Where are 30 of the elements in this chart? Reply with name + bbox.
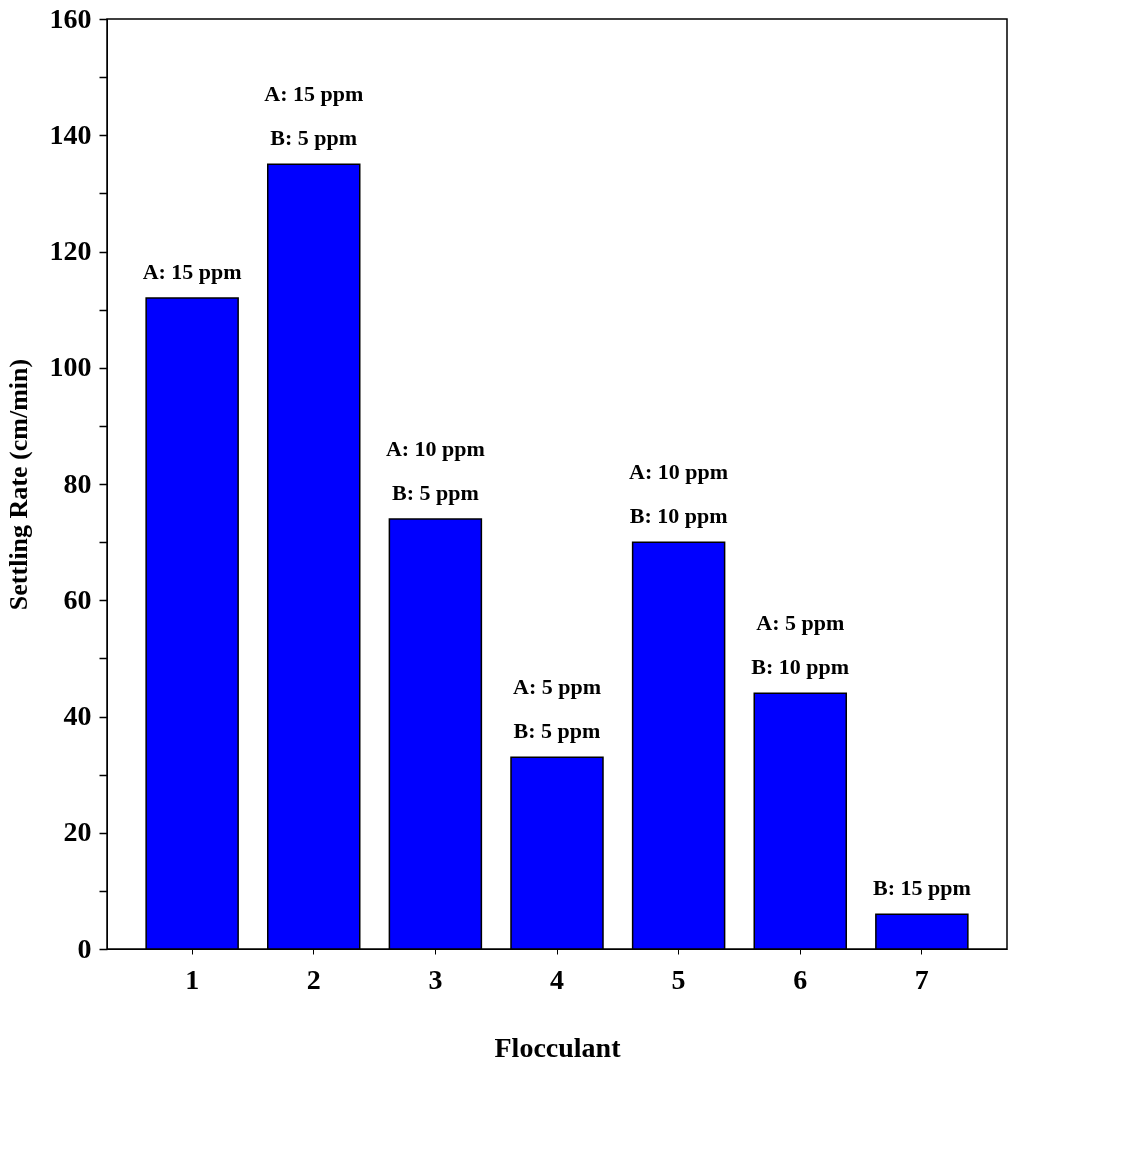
y-tick-label: 20: [63, 816, 92, 848]
annotation: B: 5 ppm: [270, 125, 358, 151]
annotation: B: 5 ppm: [391, 479, 479, 505]
y-tick-label: 120: [49, 235, 92, 266]
y-tick-label: 0: [77, 932, 92, 964]
y-tick-label: 160: [49, 2, 92, 34]
y-tick-label: 40: [63, 700, 92, 731]
annotation: A: 10 ppm: [629, 459, 729, 485]
y-tick-label: 60: [63, 583, 92, 615]
y-tick-label: 100: [49, 351, 92, 383]
annotation: A: 15 ppm: [142, 259, 242, 284]
x-tick-label: 5: [671, 963, 686, 995]
annotation: A: 15 ppm: [264, 81, 364, 107]
annotation: B: 10 ppm: [629, 503, 728, 529]
annotation: B: 5 ppm: [513, 718, 601, 744]
x-tick-label: 7: [914, 963, 929, 995]
annotation: A: 5 ppm: [756, 610, 845, 636]
x-tick-label: 4: [550, 963, 564, 995]
y-axis-title: Settling Rate (cm/min): [3, 358, 33, 611]
x-tick-label: 6: [793, 963, 808, 995]
annotation: B: 15 ppm: [872, 875, 971, 901]
annotation: A: 5 ppm: [512, 674, 602, 700]
y-tick-label: 140: [49, 118, 92, 150]
y-tick-label: 80: [63, 467, 92, 499]
annotation: A: 10 ppm: [385, 435, 485, 461]
x-tick-label: 3: [428, 963, 443, 995]
x-tick-label: 1: [185, 963, 200, 995]
x-axis-title: Flocculant: [494, 1031, 622, 1063]
annotation: B: 10 ppm: [751, 654, 850, 680]
x-tick-label: 2: [306, 963, 321, 995]
